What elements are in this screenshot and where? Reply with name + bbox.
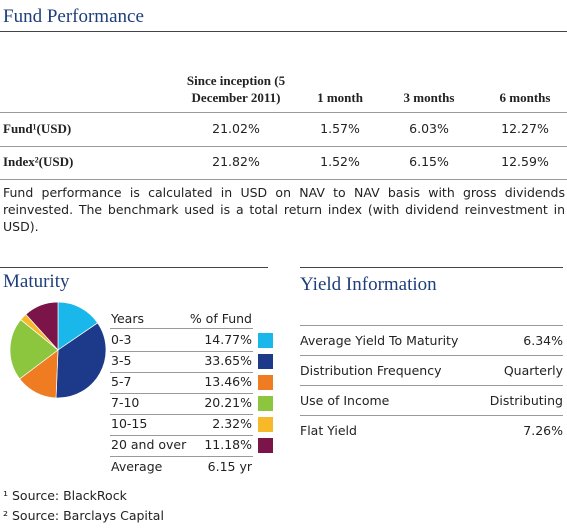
rule <box>0 146 567 147</box>
rule <box>0 267 268 268</box>
average-label: Average <box>111 459 163 474</box>
rule <box>110 328 253 329</box>
yield-label: Average Yield To Maturity <box>300 333 459 348</box>
rule <box>110 414 253 415</box>
rule <box>110 393 253 394</box>
rule <box>300 325 563 326</box>
rule <box>110 372 253 373</box>
column-header: 3 months <box>403 90 455 105</box>
table-header: % of Fund <box>189 311 252 326</box>
cell: 1.52% <box>320 154 360 169</box>
row-label: Fund¹(USD) <box>3 121 72 136</box>
years: 0-3 <box>111 332 132 347</box>
yield-label: Distribution Frequency <box>300 363 442 378</box>
yield-value: 6.34% <box>523 333 563 348</box>
rule <box>0 31 567 32</box>
yield-value: Quarterly <box>503 363 563 378</box>
section-title: Maturity <box>3 271 70 292</box>
rule <box>110 435 253 436</box>
swatch <box>258 375 273 390</box>
pie-slice <box>55 322 107 399</box>
cell: 6.03% <box>409 121 449 136</box>
years: 20 and over <box>111 437 187 452</box>
pie-slice <box>25 301 59 351</box>
cell: 12.59% <box>501 154 549 169</box>
cell: 21.82% <box>212 154 260 169</box>
section-title: Fund Performance <box>3 6 144 27</box>
column-header: Since inception (5 December 2011) <box>186 73 286 105</box>
years: 5-7 <box>111 374 132 389</box>
footnote: ¹ Source: BlackRock <box>3 488 127 503</box>
percent: 13.46% <box>204 374 252 389</box>
yield-label: Flat Yield <box>300 423 357 438</box>
cell: 6.15% <box>409 154 449 169</box>
rule <box>0 179 567 180</box>
column-header: 1 month <box>317 90 363 105</box>
note: Fund performance is calculated in USD on… <box>3 185 565 234</box>
rule <box>300 415 563 416</box>
cell: 1.57% <box>320 121 360 136</box>
average-value: 6.15 yr <box>207 459 252 474</box>
swatch <box>258 333 273 348</box>
yield-label: Use of Income <box>300 393 390 408</box>
footnote: ² Source: Barclays Capital <box>3 508 164 523</box>
rule <box>110 351 253 352</box>
rule <box>300 385 563 386</box>
percent: 2.32% <box>212 416 252 431</box>
years: 7-10 <box>111 395 140 410</box>
percent: 14.77% <box>204 332 252 347</box>
years: 10-15 <box>111 416 148 431</box>
swatch <box>258 354 273 369</box>
row-label: Index²(USD) <box>3 154 74 169</box>
pie-slice <box>57 301 99 351</box>
column-header: 6 months <box>499 90 551 105</box>
cell: 21.02% <box>212 121 260 136</box>
rule <box>300 355 563 356</box>
yield-value: Distributing <box>489 393 563 408</box>
section-title: Yield Information <box>300 274 437 295</box>
percent: 11.18% <box>204 437 252 452</box>
swatch <box>258 438 273 453</box>
table-header: Years <box>111 311 144 326</box>
pie-slice <box>9 319 59 380</box>
swatch <box>258 417 273 432</box>
cell: 12.27% <box>501 121 549 136</box>
percent: 20.21% <box>204 395 252 410</box>
maturity-pie <box>9 301 107 399</box>
rule <box>110 456 253 457</box>
rule <box>0 112 567 113</box>
rule <box>300 267 563 268</box>
years: 3-5 <box>111 353 132 368</box>
swatch <box>258 396 273 411</box>
yield-value: 7.26% <box>523 423 563 438</box>
percent: 33.65% <box>204 353 252 368</box>
